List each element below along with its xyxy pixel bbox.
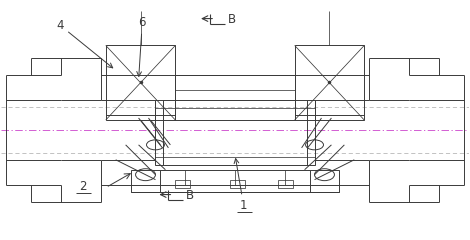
Bar: [131, 170, 339, 192]
Bar: [156, 100, 314, 165]
Text: 2: 2: [79, 180, 86, 192]
Bar: [175, 75, 295, 120]
Text: 6: 6: [137, 16, 146, 76]
Bar: [295, 45, 364, 120]
Bar: [230, 180, 245, 188]
Bar: [106, 45, 175, 120]
Bar: [278, 180, 293, 188]
Text: 4: 4: [56, 18, 113, 68]
Text: B: B: [228, 12, 236, 26]
Bar: [175, 180, 190, 188]
Text: 1: 1: [234, 159, 248, 212]
Text: B: B: [186, 189, 195, 202]
